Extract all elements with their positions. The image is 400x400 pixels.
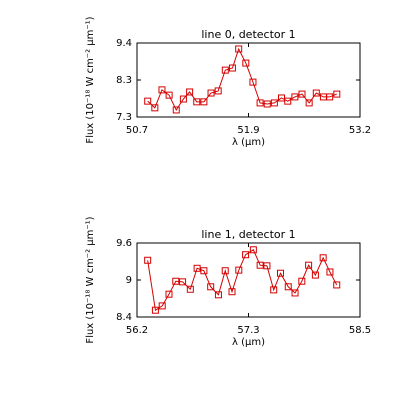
data-marker (263, 262, 271, 270)
data-marker (311, 271, 319, 279)
data-marker (193, 264, 201, 272)
data-marker (298, 277, 306, 285)
x-tick-label: 53.2 (349, 125, 371, 136)
data-marker (256, 99, 264, 107)
data-marker (270, 286, 278, 294)
data-marker (326, 268, 334, 276)
data-marker (158, 86, 166, 94)
x-tick-label: 50.7 (126, 125, 148, 136)
y-tick-label: 9.4 (116, 38, 132, 49)
data-marker (235, 45, 243, 53)
x-axis-label: λ (μm) (232, 337, 265, 348)
data-marker (284, 97, 292, 105)
data-marker (186, 285, 194, 293)
data-marker (291, 93, 299, 101)
x-tick-label: 57.3 (237, 325, 259, 336)
data-marker (242, 59, 250, 67)
chart-title: line 1, detector 1 (201, 228, 295, 241)
data-marker (207, 89, 215, 97)
data-marker (235, 266, 243, 274)
data-marker (165, 91, 173, 99)
data-marker (200, 267, 208, 275)
data-marker (305, 261, 313, 269)
data-marker (256, 261, 264, 269)
data-marker (249, 246, 257, 254)
x-tick-label: 56.2 (126, 325, 148, 336)
data-marker (172, 106, 180, 114)
data-marker (326, 93, 334, 101)
data-marker (200, 98, 208, 106)
data-marker (151, 104, 159, 112)
plot-frame (136, 42, 361, 118)
data-marker (228, 64, 236, 72)
data-marker (298, 90, 306, 98)
data-line (147, 47, 337, 111)
data-marker (144, 97, 152, 105)
data-marker (172, 277, 180, 285)
data-marker (291, 289, 299, 297)
data-marker (186, 88, 194, 96)
data-marker (305, 99, 313, 107)
y-tick-label: 7.3 (116, 112, 132, 123)
data-marker (151, 306, 159, 314)
y-tick-label: 8.4 (116, 312, 132, 323)
data-marker (263, 100, 271, 108)
y-axis-label: Flux (10⁻¹⁸ W cm⁻² μm⁻¹) (85, 216, 96, 343)
data-marker (284, 283, 292, 291)
data-marker (214, 87, 222, 95)
data-marker (158, 302, 166, 310)
data-marker (179, 278, 187, 286)
y-tick-label: 8.3 (116, 75, 132, 86)
x-axis-label: λ (μm) (232, 137, 265, 148)
data-marker (242, 251, 250, 259)
data-marker (249, 78, 257, 86)
data-marker (221, 267, 229, 275)
data-marker (193, 98, 201, 106)
data-marker (207, 283, 215, 291)
data-marker (228, 288, 236, 296)
data-marker (333, 90, 341, 98)
data-marker (179, 95, 187, 103)
x-tick-label: 51.9 (237, 125, 259, 136)
chart-title: line 0, detector 1 (201, 28, 295, 41)
y-axis-label: Flux (10⁻¹⁸ W cm⁻² μm⁻¹) (85, 16, 96, 143)
data-marker (319, 254, 327, 262)
x-tick-label: 58.5 (349, 325, 371, 336)
y-tick-label: 9 (126, 275, 132, 286)
y-tick-label: 9.6 (116, 238, 132, 249)
data-marker (144, 256, 152, 264)
data-marker (333, 281, 341, 289)
data-marker (165, 290, 173, 298)
data-marker (270, 99, 278, 107)
data-marker (276, 269, 284, 277)
data-marker (221, 66, 229, 74)
data-line (147, 249, 338, 312)
data-marker (214, 291, 222, 299)
data-marker (312, 89, 320, 97)
